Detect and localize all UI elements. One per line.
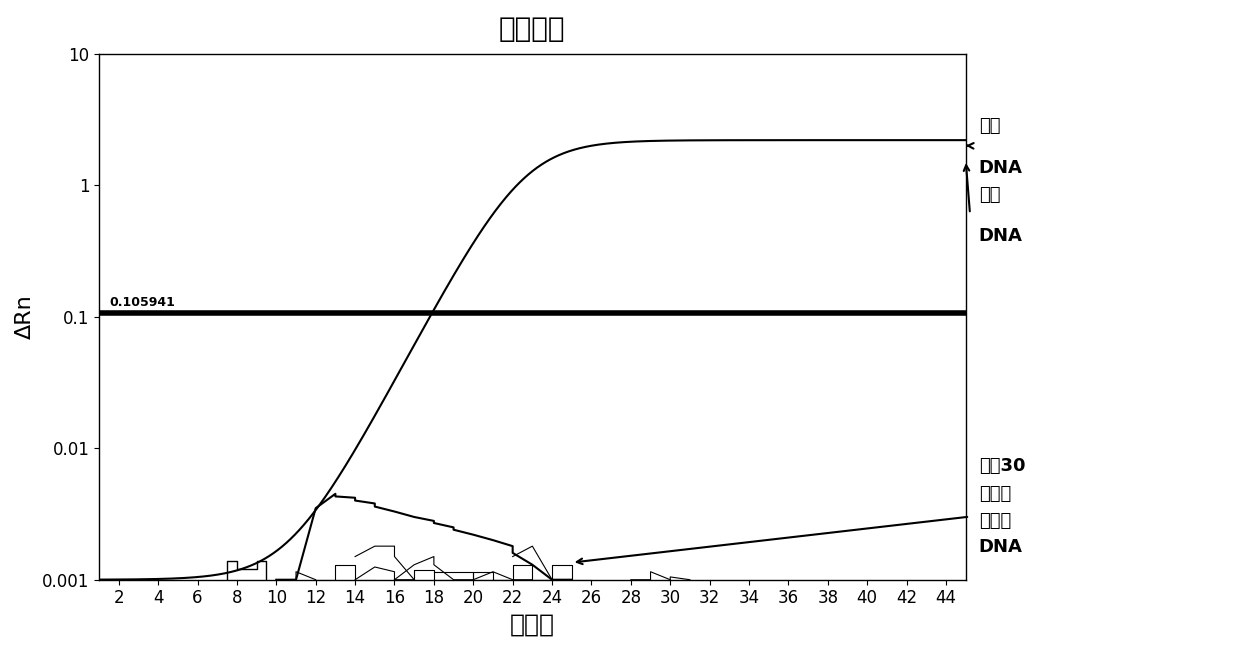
Text: DNA: DNA bbox=[978, 228, 1023, 245]
Text: 牛肉: 牛肉 bbox=[978, 117, 1001, 135]
Text: DNA: DNA bbox=[978, 159, 1023, 177]
Y-axis label: ΔRn: ΔRn bbox=[15, 294, 35, 339]
Text: 种动植: 种动植 bbox=[978, 486, 1011, 503]
Text: 其它30: 其它30 bbox=[978, 456, 1025, 475]
Text: 0.105941: 0.105941 bbox=[109, 296, 175, 309]
X-axis label: 循环数: 循环数 bbox=[510, 613, 554, 637]
Text: 家牛: 家牛 bbox=[978, 186, 1001, 203]
Text: DNA: DNA bbox=[978, 538, 1023, 556]
Title: 扩增图谱: 扩增图谱 bbox=[500, 15, 565, 43]
Text: 物物种: 物物种 bbox=[978, 512, 1011, 529]
